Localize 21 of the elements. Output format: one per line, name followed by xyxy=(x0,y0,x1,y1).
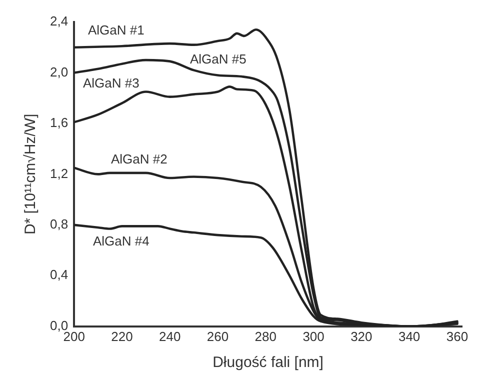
series-label: AlGaN #5 xyxy=(190,52,246,67)
x-tick-label: 320 xyxy=(350,328,372,344)
x-tick-label: 300 xyxy=(302,328,324,344)
y-tick-label: 1,2 xyxy=(50,166,68,181)
x-tick-label: 260 xyxy=(206,328,229,344)
y-axis-title: D* [10¹¹cm√Hz/W] xyxy=(22,114,40,235)
series-label: AlGaN #1 xyxy=(88,22,144,38)
x-tick-label: 280 xyxy=(254,328,276,344)
x-tick-label: 360 xyxy=(446,328,468,344)
y-tick-label: 0,4 xyxy=(50,267,68,282)
x-tick-label: 240 xyxy=(159,328,181,344)
x-axis-title: Długość fali [nm] xyxy=(212,354,324,372)
y-tick-label: 1,6 xyxy=(50,115,68,130)
series-label: AlGaN #2 xyxy=(111,152,168,167)
y-tick-label: 0,8 xyxy=(50,216,68,232)
series-label: AlGaN #4 xyxy=(93,234,150,249)
series-label: AlGaN #3 xyxy=(83,76,140,91)
y-tick-label: 2,4 xyxy=(50,14,68,29)
y-tick-label: 2,0 xyxy=(50,64,68,80)
x-tick-label: 220 xyxy=(111,328,133,344)
x-tick-label: 340 xyxy=(398,328,420,344)
